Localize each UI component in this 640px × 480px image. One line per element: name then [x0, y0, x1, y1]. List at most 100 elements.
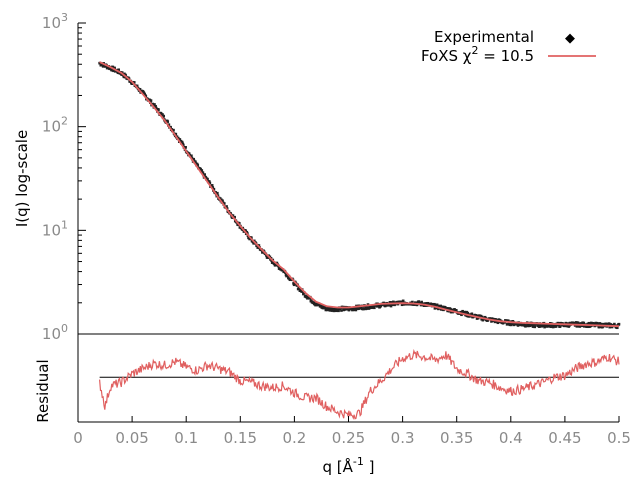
experimental-point — [244, 229, 247, 233]
legend-fit-label: FoXS χ2 = 10.5 — [421, 44, 534, 65]
experimental-point — [194, 160, 197, 164]
experimental-point — [157, 108, 160, 111]
experimental-point — [340, 309, 343, 312]
experimental-point — [199, 167, 202, 171]
experimental-point — [439, 304, 442, 308]
experimental-point — [446, 307, 450, 310]
experimental-point — [323, 306, 326, 310]
experimental-point — [225, 205, 228, 208]
experimental-point — [169, 125, 172, 129]
experimental-point — [172, 128, 175, 132]
experimental-point — [184, 146, 187, 149]
experimental-point — [529, 323, 533, 327]
experimental-point — [256, 246, 260, 249]
x-tick-label: 0 — [73, 429, 83, 447]
experimental-point — [420, 300, 423, 304]
experimental-point — [531, 325, 535, 328]
y-tick-label: 103 — [42, 11, 68, 32]
x-tick-label: 0.25 — [332, 429, 365, 447]
experimental-point — [315, 301, 319, 305]
legend-experimental-label: Experimental — [434, 28, 534, 46]
experimental-point — [358, 307, 361, 310]
experimental-point — [161, 113, 164, 116]
experimental-point — [233, 215, 236, 219]
experimental-point — [480, 315, 484, 319]
main-panel: 100 101 102 103 I(q) log-scale — [13, 11, 621, 422]
experimental-point — [506, 319, 510, 322]
experimental-point — [549, 325, 553, 329]
experimental-point — [490, 320, 493, 323]
experimental-point — [609, 323, 613, 326]
experimental-point — [196, 163, 200, 167]
experimental-point — [453, 308, 456, 311]
experimental-point — [354, 308, 358, 312]
experimental-point — [402, 303, 406, 306]
experimental-point — [516, 324, 520, 327]
experimental-point — [200, 169, 204, 172]
experimental-point — [454, 308, 458, 312]
experimental-point — [434, 306, 437, 310]
experimental-point — [117, 68, 120, 72]
experimental-point — [222, 202, 226, 205]
experimental-point — [541, 323, 545, 327]
experimental-point — [411, 300, 414, 304]
experimental-point — [558, 325, 562, 328]
experimental-point — [166, 120, 170, 123]
experimental-point — [388, 303, 391, 307]
experimental-point — [203, 173, 206, 176]
experimental-point — [582, 321, 586, 325]
experimental-point — [543, 325, 546, 329]
experimental-point — [441, 305, 444, 309]
y-tick-label: 100 — [42, 322, 68, 343]
x-tick-label: 0.3 — [391, 429, 415, 447]
experimental-point — [330, 306, 333, 310]
experimental-point — [444, 306, 447, 309]
experimental-point — [613, 322, 616, 326]
experimental-point — [221, 199, 224, 203]
experimental-point — [190, 154, 193, 158]
experimental-point — [212, 187, 216, 191]
x-tick-label: 0.05 — [115, 429, 148, 447]
y-tick-label: 101 — [42, 218, 68, 239]
experimental-point — [435, 303, 439, 307]
experimental-point — [615, 326, 619, 330]
experimental-point — [207, 180, 211, 183]
experimental-point — [337, 309, 340, 313]
experimental-point — [326, 308, 329, 312]
experimental-point — [450, 308, 454, 312]
experimental-point — [468, 315, 471, 318]
experimental-point — [368, 306, 372, 309]
y-tick-label: 102 — [42, 115, 68, 136]
experimental-point — [463, 310, 467, 314]
experimental-point — [389, 300, 392, 304]
experimental-point — [599, 322, 603, 326]
experimental-point — [400, 303, 404, 307]
experimental-point — [389, 304, 393, 308]
experimental-point — [373, 306, 376, 310]
experimental-point — [310, 299, 313, 302]
fit-series-line — [99, 61, 620, 328]
experimental-point — [554, 325, 558, 328]
experimental-point — [192, 157, 196, 161]
experimental-point — [578, 325, 582, 328]
y-axis-title: I(q) log-scale — [13, 130, 31, 227]
x-tick-label: 0.4 — [499, 429, 523, 447]
experimental-point — [585, 325, 588, 329]
experimental-point — [375, 305, 379, 308]
experimental-point — [449, 307, 452, 311]
experimental-point — [417, 300, 421, 303]
experimental-point — [496, 321, 500, 325]
experimental-point — [610, 325, 614, 329]
experimental-point — [329, 309, 332, 312]
experimental-point — [231, 214, 235, 217]
experimental-point — [135, 84, 139, 88]
experimental-point — [617, 322, 621, 326]
experimental-point — [206, 178, 209, 181]
experimental-point — [459, 310, 463, 314]
experimental-point — [557, 323, 561, 327]
experimental-point — [401, 299, 405, 303]
experimental-point — [167, 123, 171, 126]
experimental-point — [323, 305, 327, 308]
experimental-point — [182, 143, 185, 147]
